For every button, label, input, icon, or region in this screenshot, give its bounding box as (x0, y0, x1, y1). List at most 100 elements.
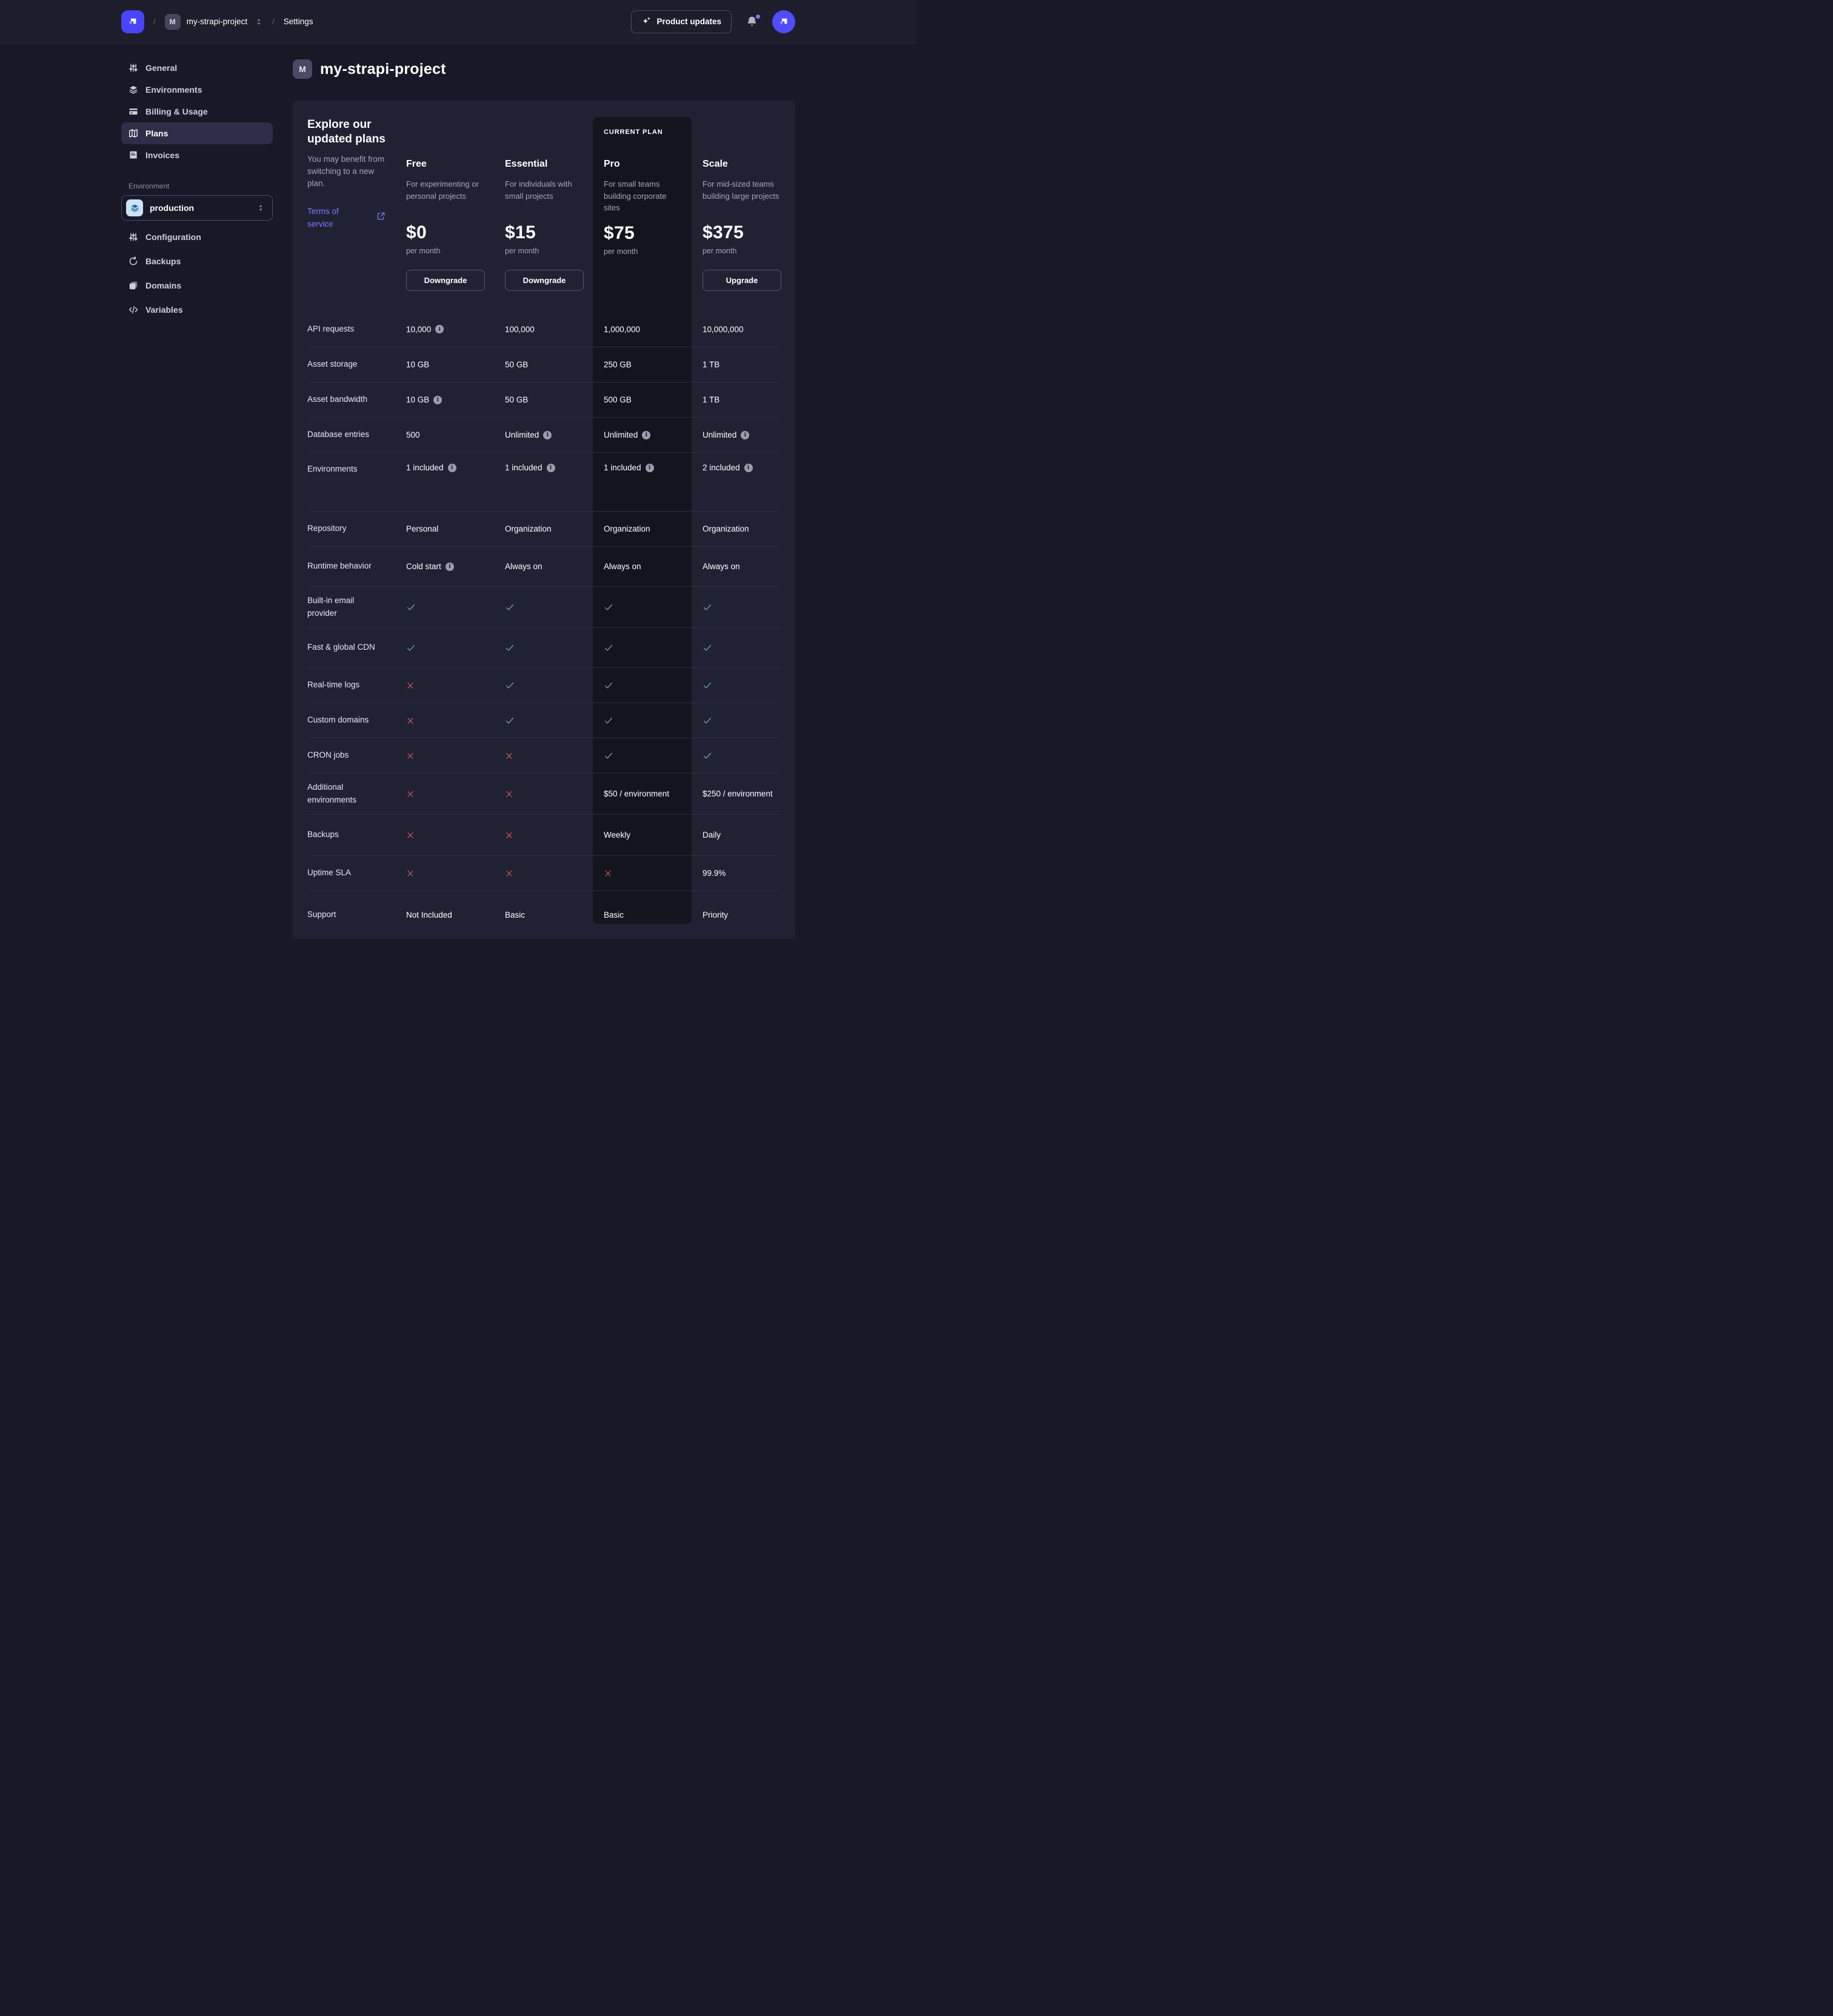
sidebar-item-general[interactable]: General (121, 57, 273, 79)
feature-row-database-entries: Database entries 500 Unlimited i Unlimit… (307, 417, 781, 452)
plan-name: Free (406, 159, 427, 169)
info-icon[interactable]: i (433, 395, 442, 404)
feature-value: 500 GB (604, 395, 632, 404)
page-title: my-strapi-project (320, 60, 446, 78)
feature-value-cell: 100,000 (494, 325, 593, 334)
refresh-icon (129, 256, 138, 266)
feature-value: 10,000,000 (703, 324, 744, 334)
feature-value-cell (692, 643, 781, 653)
check-icon (505, 602, 515, 612)
feature-label: Custom domains (307, 715, 369, 725)
check-icon (505, 643, 515, 653)
plans-header: Explore our updated plans You may benefi… (307, 101, 781, 312)
feature-value-cell (593, 681, 692, 690)
plan-name: Pro (604, 159, 620, 169)
external-link-icon (376, 212, 386, 221)
feature-row-custom-domains: Custom domains (307, 703, 781, 738)
breadcrumb-project[interactable]: M my-strapi-project (164, 13, 264, 30)
plan-description: For individuals with small projects (505, 179, 572, 201)
environment-value: production (150, 203, 195, 213)
terms-of-service-link[interactable]: Terms of service (307, 205, 385, 230)
feature-label: Support (307, 910, 336, 920)
notifications-button[interactable] (746, 15, 760, 27)
downgrade-free-button[interactable]: Downgrade (406, 270, 485, 291)
feature-value-cell (494, 681, 593, 690)
info-icon[interactable]: i (543, 430, 552, 439)
plan-column-scale: Scale For mid-sized teams building large… (692, 118, 790, 312)
sidebar-item-billing-usage[interactable]: Billing & Usage (121, 101, 273, 122)
feature-value-cell: Organization (692, 524, 781, 533)
check-icon (604, 716, 613, 726)
downgrade-essential-button[interactable]: Downgrade (505, 270, 584, 291)
feature-value-cell: 2 included i (692, 463, 781, 472)
feature-label: Repository (307, 524, 347, 533)
breadcrumb-section[interactable]: Settings (283, 17, 313, 26)
breadcrumb: / M my-strapi-project / Settings (121, 10, 313, 33)
sidebar-item-backups[interactable]: Backups (121, 250, 273, 273)
check-icon (604, 643, 613, 653)
check-icon (703, 643, 712, 653)
sidebar-item-plans[interactable]: Plans (121, 122, 273, 144)
sidebar-item-label: Billing & Usage (145, 107, 208, 116)
plan-price: $375 (703, 222, 744, 242)
feature-value-cell (494, 716, 593, 726)
feature-label: Fast & global CDN (307, 643, 375, 652)
feature-value-cell: Always on (692, 562, 781, 571)
environment-select[interactable]: production (121, 195, 273, 221)
info-icon[interactable]: i (447, 463, 456, 472)
feature-value-cell (395, 752, 494, 760)
feature-value-cell (494, 752, 593, 760)
current-plan-highlight: CURRENT PLAN (593, 117, 692, 924)
info-icon[interactable]: i (445, 562, 454, 571)
feature-label: Asset storage (307, 359, 358, 369)
sidebar-item-label: Backups (145, 256, 181, 266)
feature-value: Cold start (406, 562, 441, 571)
feature-value-cell (395, 790, 494, 798)
feature-value: $250 / environment (703, 789, 773, 798)
info-icon[interactable]: i (645, 463, 654, 472)
features-table: API requests 10,000 i 100,000 1,000,000 … (307, 312, 781, 939)
cross-icon (406, 716, 415, 725)
plan-column-pro: Pro For small teams building corporate s… (593, 118, 692, 312)
feature-row-support: Support Not Included Basic Basic Priorit… (307, 890, 781, 939)
info-icon[interactable]: i (741, 430, 750, 439)
feature-value-cell (494, 790, 593, 798)
info-icon[interactable]: i (546, 463, 555, 472)
feature-value-cell: Personal (395, 524, 494, 533)
sidebar-item-domains[interactable]: Domains (121, 274, 273, 297)
feature-value-cell: 10 GB (395, 360, 494, 369)
check-icon (703, 751, 712, 761)
feature-label: Real-time logs (307, 680, 360, 690)
upgrade-scale-button[interactable]: Upgrade (703, 270, 781, 291)
feature-value: Always on (604, 562, 641, 571)
feature-value: 1,000,000 (604, 324, 641, 334)
check-icon (604, 751, 613, 761)
product-updates-button[interactable]: Product updates (631, 10, 732, 33)
sidebar-item-invoices[interactable]: Invoices (121, 144, 273, 166)
project-switcher-icon[interactable] (255, 18, 263, 26)
cross-icon (505, 869, 513, 878)
sidebar-item-variables[interactable]: Variables (121, 298, 273, 321)
plan-period: per month (505, 247, 539, 255)
environment-section-label: Environment (129, 182, 170, 190)
project-initial-badge: M (164, 13, 181, 30)
feature-value: Daily (703, 830, 721, 839)
info-icon[interactable]: i (744, 463, 753, 472)
sidebar-item-label: Variables (145, 305, 183, 315)
user-avatar[interactable] (772, 10, 795, 33)
feature-value-cell: 1,000,000 (593, 325, 692, 334)
sidebar-item-label: Invoices (145, 150, 180, 160)
check-icon (703, 681, 712, 690)
sidebar-item-configuration[interactable]: Configuration (121, 225, 273, 249)
cross-icon (505, 752, 513, 760)
plan-price: $0 (406, 222, 427, 242)
cross-icon (505, 790, 513, 798)
feature-value-cell: Unlimited i (494, 430, 593, 439)
sparkle-icon (641, 17, 651, 27)
info-icon[interactable]: i (642, 430, 651, 439)
info-icon[interactable]: i (435, 325, 444, 333)
sidebar: General Environments Billing & Usage Pla… (121, 57, 273, 1006)
sidebar-item-environments[interactable]: Environments (121, 79, 273, 101)
feature-value-cell: Always on (494, 562, 593, 571)
strapi-logo[interactable] (121, 10, 144, 33)
